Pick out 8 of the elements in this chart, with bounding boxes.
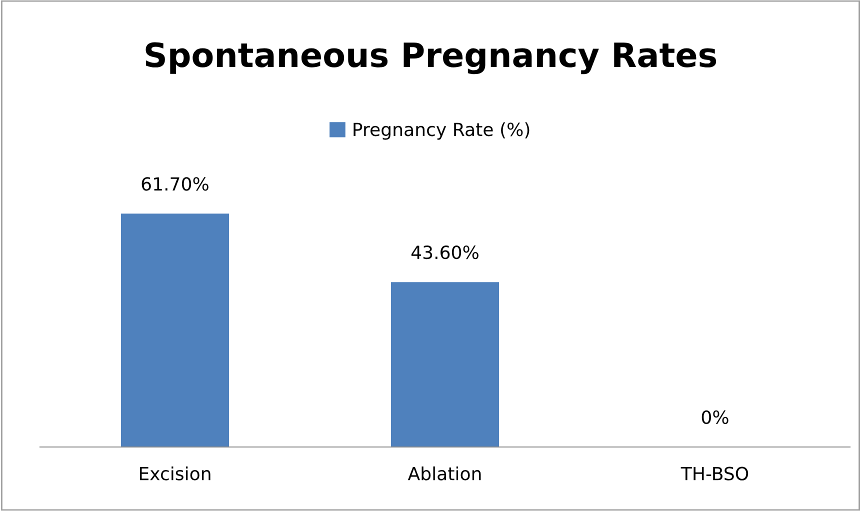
legend-label: Pregnancy Rate (%) <box>354 122 530 140</box>
x-tick-label: Excision <box>140 466 210 480</box>
chart-title: Spontaneous Pregnancy Rates <box>146 42 716 74</box>
x-tick-label: TH-BSO <box>680 466 748 480</box>
data-label: 61.70% <box>142 177 208 191</box>
data-label: 0% <box>702 410 728 424</box>
x-tick-label: Ablation <box>408 466 481 480</box>
data-label: 43.60% <box>411 246 478 260</box>
